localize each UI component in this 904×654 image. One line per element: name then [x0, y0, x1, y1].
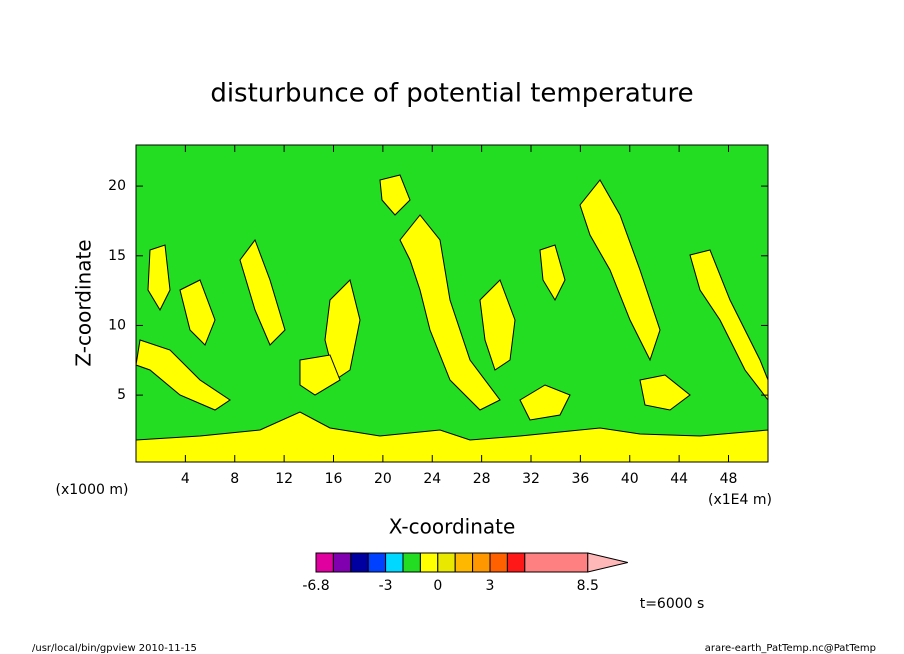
x-tick-label: 16 [325, 471, 343, 487]
contour-field [135, 144, 769, 463]
x-unit-left: (x1000 m) [56, 482, 129, 498]
colorbar-box [402, 552, 421, 573]
x-unit-right: (x1E4 m) [708, 492, 772, 508]
chart-title: disturbunce of potential temperature [210, 79, 693, 109]
contour-region [639, 374, 691, 411]
contour-region [135, 339, 231, 411]
colorbar-box [315, 552, 334, 573]
y-tick-label: 10 [108, 317, 126, 333]
colorbar-box [367, 552, 387, 573]
x-tick-label: 8 [230, 471, 239, 487]
footer-left: /usr/local/bin/gpview 2010-11-15 [32, 643, 197, 654]
y-tick-label: 5 [117, 387, 126, 403]
colorbar-tick-label: 3 [486, 578, 495, 594]
footer-right: arare-earth_PatTemp.nc@PatTemp [705, 643, 876, 654]
colorbar-tick-label: 0 [433, 578, 442, 594]
field-background [136, 145, 768, 462]
y-tick-label: 20 [108, 178, 126, 194]
colorbar-box [506, 552, 526, 573]
x-tick-label: 12 [275, 471, 293, 487]
colorbar-box [472, 552, 491, 573]
colorbar-tick-label: -6.8 [302, 578, 329, 594]
colorbar-tick-label: 8.5 [577, 578, 599, 594]
contour-region [539, 244, 566, 302]
colorbar-box [332, 552, 352, 573]
contour-region [147, 244, 171, 312]
contour-regions [135, 174, 769, 463]
contour-region [239, 238, 286, 346]
contour-region [479, 279, 516, 371]
y-axis-label: Z-coordinate [72, 239, 96, 366]
plot-frame [135, 144, 769, 463]
colorbar-box [454, 552, 474, 573]
contour-region [519, 384, 571, 421]
colorbar-box [350, 552, 369, 573]
contour-region [379, 174, 411, 216]
colorbar-box [385, 552, 404, 573]
colorbar-extend [587, 552, 628, 573]
colorbar-tick-label: -3 [379, 578, 393, 594]
x-tick-label: 40 [621, 471, 639, 487]
colorbar-box [524, 552, 589, 573]
contour-region [324, 279, 361, 381]
x-tick-label: 28 [473, 471, 491, 487]
y-tick-label: 15 [108, 248, 126, 264]
contour-region [179, 279, 216, 346]
colorbar-box [437, 552, 456, 573]
x-tick-label: 48 [720, 471, 738, 487]
x-tick-label: 44 [670, 471, 688, 487]
x-tick-label: 4 [181, 471, 190, 487]
annotation: t=6000 s [640, 596, 705, 612]
contour-region [399, 214, 501, 411]
contour-region [299, 354, 341, 396]
x-tick-label: 20 [374, 471, 392, 487]
colorbar-box [489, 552, 508, 573]
contour-region [579, 179, 661, 362]
x-axis-label: X-coordinate [389, 515, 516, 539]
colorbar-box [419, 552, 439, 573]
x-tick-label: 36 [571, 471, 589, 487]
x-tick-label: 24 [423, 471, 441, 487]
x-tick-label: 32 [522, 471, 540, 487]
